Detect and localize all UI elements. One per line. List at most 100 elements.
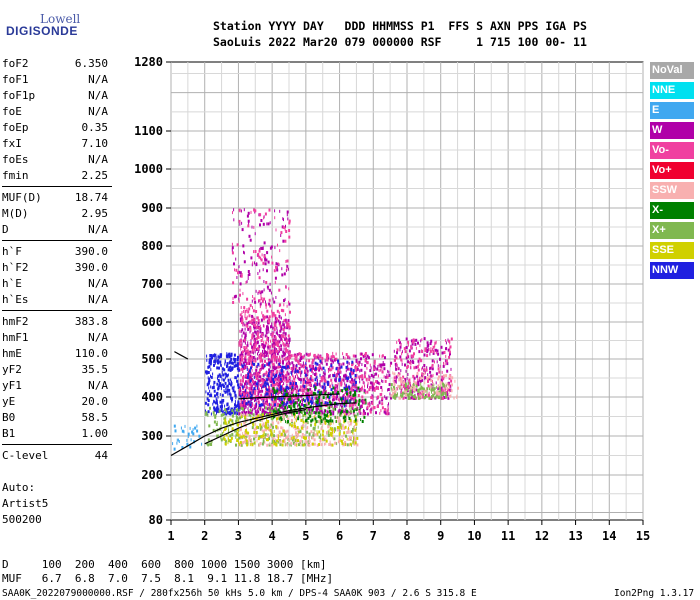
echo-point	[261, 413, 264, 417]
echo-point	[287, 417, 290, 421]
echo-point	[336, 384, 339, 388]
echo-point	[263, 297, 266, 301]
echo-point	[318, 391, 321, 395]
echo-point	[273, 375, 276, 379]
echo-point	[323, 379, 326, 383]
echo-point	[373, 367, 376, 371]
echo-point	[283, 330, 285, 334]
echo-point	[308, 439, 311, 443]
echo-point	[271, 434, 273, 438]
echo-point	[319, 355, 321, 359]
echo-point	[408, 392, 411, 396]
echo-point	[285, 443, 287, 446]
echo-point	[294, 353, 296, 357]
echo-point	[310, 390, 313, 394]
echo-point	[186, 438, 188, 442]
echo-point	[255, 412, 258, 416]
echo-point	[251, 333, 254, 337]
echo-point	[248, 307, 251, 311]
logo-lowell: Lowell	[40, 12, 81, 26]
echo-point	[404, 380, 406, 384]
echo-point	[262, 440, 265, 444]
legend-item-x: X-	[650, 202, 694, 219]
echo-point	[274, 396, 277, 400]
echo-point	[201, 442, 203, 446]
echo-point	[315, 355, 318, 359]
echo-point	[326, 353, 328, 357]
echo-point	[422, 375, 424, 379]
echo-point	[413, 352, 415, 356]
echo-point	[252, 382, 255, 386]
echo-point	[240, 347, 242, 351]
echo-point	[285, 230, 288, 233]
echo-point	[280, 366, 282, 370]
echo-point	[270, 325, 273, 329]
echo-point	[445, 339, 447, 342]
echo-point	[339, 433, 340, 437]
echo-point	[255, 418, 258, 421]
echo-point	[233, 364, 236, 368]
echo-point	[329, 431, 332, 435]
echo-point	[393, 394, 396, 397]
echo-point	[269, 282, 271, 286]
echo-point	[347, 430, 350, 434]
echo-point	[254, 209, 257, 213]
echo-point	[286, 371, 288, 375]
echo-point	[275, 355, 278, 359]
echo-point	[242, 361, 245, 365]
echo-point	[346, 379, 349, 383]
echo-point	[251, 225, 253, 229]
echo-point	[328, 375, 330, 379]
echo-point	[325, 396, 327, 400]
echo-point	[365, 377, 368, 381]
echo-point	[343, 386, 346, 390]
echo-point	[279, 355, 281, 359]
echo-point	[373, 387, 376, 391]
echo-point	[302, 404, 304, 407]
echo-point	[283, 326, 286, 330]
echo-point	[252, 356, 255, 359]
echo-point	[262, 247, 264, 250]
echo-point	[213, 420, 216, 424]
echo-point	[339, 413, 341, 417]
echo-point	[246, 368, 248, 372]
echo-point	[319, 359, 322, 363]
x-tick-label: 12	[535, 529, 549, 543]
echo-point	[341, 407, 344, 411]
echo-point	[257, 377, 259, 381]
echo-point	[284, 332, 287, 336]
echo-point	[288, 338, 291, 342]
echo-point	[238, 219, 241, 223]
echo-point	[300, 370, 302, 374]
echo-point	[273, 269, 276, 273]
echo-point	[300, 378, 303, 382]
echo-point	[258, 344, 261, 348]
echo-point	[322, 396, 325, 400]
echo-point	[279, 388, 282, 392]
echo-point	[295, 438, 297, 442]
echo-point	[282, 323, 285, 327]
echo-point	[297, 428, 300, 432]
echo-point	[184, 424, 186, 428]
echo-point	[262, 366, 265, 370]
echo-point	[257, 272, 259, 275]
echo-point	[258, 249, 261, 253]
echo-point	[271, 393, 272, 397]
echo-point	[433, 391, 436, 395]
echo-point	[345, 390, 348, 394]
echo-point	[364, 364, 367, 368]
echo-point	[456, 396, 458, 399]
echo-point	[246, 315, 248, 319]
echo-point	[381, 355, 383, 359]
echo-point	[227, 373, 229, 377]
echo-point	[240, 209, 242, 213]
echo-point	[319, 373, 321, 377]
echo-point	[329, 366, 331, 370]
echo-point	[278, 386, 280, 390]
echo-point	[278, 378, 281, 382]
echo-point	[367, 383, 369, 387]
legend-item-sse: SSE	[650, 242, 694, 259]
echo-point	[263, 384, 266, 388]
echo-point	[244, 335, 246, 339]
echo-point	[253, 343, 255, 347]
